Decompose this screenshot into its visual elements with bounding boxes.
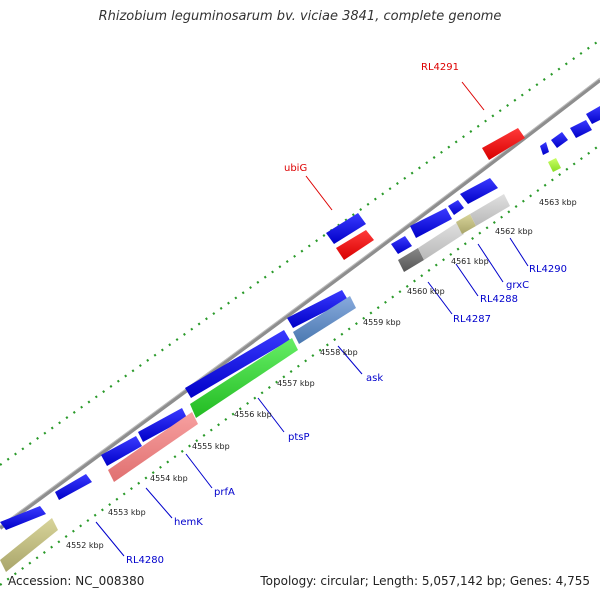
gene-cds[interactable]: [586, 106, 600, 124]
gene-label-rl4287[interactable]: RL4287: [453, 314, 491, 325]
reverse-strand-genes: [0, 158, 561, 572]
tick-label: 4555 kbp: [192, 442, 230, 451]
tick-label: 4553 kbp: [108, 508, 146, 517]
gene-cds[interactable]: [138, 408, 187, 442]
gene-label-rl4291[interactable]: RL4291: [421, 62, 459, 73]
tick-label: 4561 kbp: [451, 257, 489, 266]
tick-label: 4562 kbp: [495, 227, 533, 236]
gene-label-rl4280[interactable]: RL4280: [126, 555, 164, 566]
topology-label: Topology: circular; Length: 5,057,142 bp…: [260, 574, 590, 588]
gene-cds[interactable]: [460, 178, 498, 204]
tick-label: 4558 kbp: [320, 348, 358, 357]
gene-cds[interactable]: [570, 120, 592, 138]
gene-cds[interactable]: [287, 290, 348, 328]
tick-label: 4559 kbp: [363, 318, 401, 327]
gene-ptsp[interactable]: [190, 338, 298, 418]
gene-label-rl4290[interactable]: RL4290: [529, 264, 567, 275]
gene-cds[interactable]: [540, 142, 549, 155]
gene-rl4290[interactable]: [470, 194, 510, 226]
scale-tick-labels: 4552 kbp 4553 kbp 4554 kbp 4555 kbp 4556…: [66, 198, 577, 550]
gene-misc[interactable]: [548, 158, 561, 172]
tick-label: 4557 kbp: [277, 379, 315, 388]
label-leaders: [95, 81, 529, 557]
gene-cds[interactable]: [185, 330, 290, 398]
tick-label: 4560 kbp: [407, 287, 445, 296]
gene-grxc[interactable]: [456, 214, 476, 234]
genome-backbone: [0, 78, 600, 530]
gene-label-ubig[interactable]: ubiG: [284, 163, 307, 174]
gene-rl4287[interactable]: [398, 248, 424, 272]
gene-ubig[interactable]: [336, 230, 374, 260]
gene-labels: RL4291 ubiG RL4290 grxC RL4288 RL4287 as…: [126, 62, 567, 566]
gene-ask[interactable]: [293, 296, 356, 344]
gene-cds[interactable]: [0, 506, 46, 530]
gene-cds[interactable]: [101, 436, 142, 466]
gene-cds[interactable]: [326, 213, 366, 244]
tick-label: 4556 kbp: [234, 410, 272, 419]
gene-label-ptsp[interactable]: ptsP: [288, 432, 310, 443]
gc-content-track-inner: [0, 144, 600, 586]
gene-cds[interactable]: [55, 474, 92, 500]
gene-rl4288[interactable]: [418, 222, 464, 260]
gene-label-ask[interactable]: ask: [366, 373, 383, 384]
gene-label-grxc[interactable]: grxC: [506, 280, 529, 291]
map-title: Rhizobium leguminosarum bv. viciae 3841,…: [98, 9, 502, 24]
gene-hemk[interactable]: [108, 412, 198, 482]
tick-label: 4554 kbp: [150, 474, 188, 483]
genome-backbone-highlight: [0, 77, 600, 527]
gene-rl4280[interactable]: [0, 518, 58, 572]
tick-label: 4552 kbp: [66, 541, 104, 550]
gc-content-track-outer: [0, 39, 600, 466]
gene-cds[interactable]: [448, 200, 464, 215]
gene-label-rl4288[interactable]: RL4288: [480, 294, 518, 305]
gene-cds[interactable]: [391, 236, 412, 254]
gene-cds[interactable]: [551, 132, 568, 148]
gene-cds[interactable]: [410, 208, 452, 238]
tick-label: 4563 kbp: [539, 198, 577, 207]
forward-strand-genes: [0, 106, 600, 530]
gene-rl4291[interactable]: [482, 128, 525, 160]
accession-label: Accession: NC_008380: [8, 574, 145, 588]
gene-label-hemk[interactable]: hemK: [174, 517, 203, 528]
gene-label-prfa[interactable]: prfA: [214, 487, 235, 498]
